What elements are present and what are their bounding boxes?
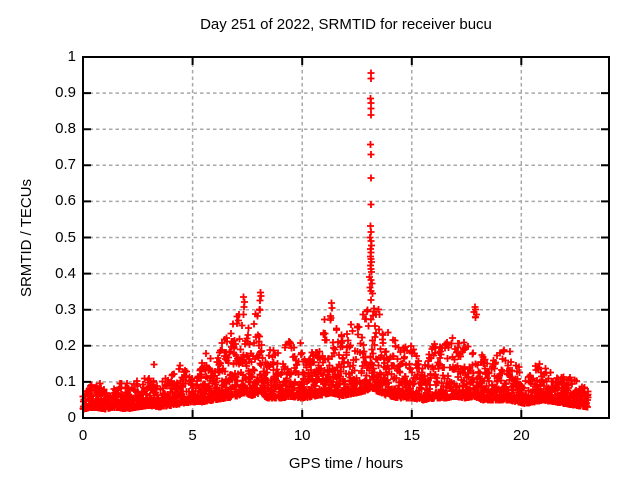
axis-ticks [82,56,609,419]
x-tick-label-15: 15 [403,427,421,444]
y-tick-label-0.1: 0.1 [55,372,76,390]
y-tick-label-0.8: 0.8 [55,120,76,138]
y-tick-label-0: 0 [67,409,76,426]
y-tick-label-0.4: 0.4 [55,264,76,282]
y-tick-label-0.9: 0.9 [55,84,76,102]
chart-title: Day 251 of 2022, SRMTID for receiver buc… [200,16,492,33]
y-tick-label-1: 1 [67,48,76,65]
y-tick-label-0.6: 0.6 [55,192,76,210]
x-tick-label-5: 5 [188,427,197,444]
x-tick-label-10: 10 [293,427,311,444]
y-tick-label-0.3: 0.3 [55,300,76,318]
x-tick-label-0: 0 [78,427,88,444]
y-tick-label-0.2: 0.2 [55,336,76,354]
scatter-markers [79,69,592,413]
y-tick-label-0.5: 0.5 [55,228,76,246]
y-tick-label-0.7: 0.7 [55,156,76,174]
x-tick-label-20: 20 [512,427,530,444]
x-axis-label: GPS time / hours [288,455,404,472]
